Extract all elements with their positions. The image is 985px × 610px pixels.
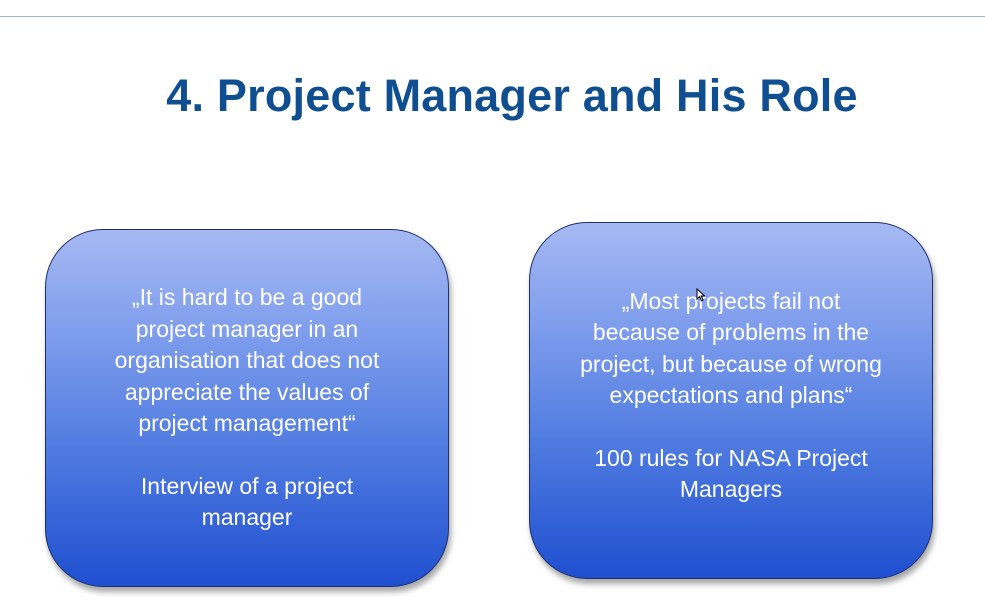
quote-box-left: „It is hard to be a good project manager… [45, 229, 449, 587]
mouse-pointer-icon [696, 288, 706, 302]
quote-source: 100 rules for NASA Project Managers [594, 444, 868, 503]
quote-text: „Most projects fail not because of probl… [580, 287, 882, 409]
quote-source: Interview of a project manager [140, 472, 354, 531]
quote-box-right: „Most projects fail not because of probl… [529, 222, 933, 579]
header-divider [0, 16, 985, 17]
slide-title: 4. Project Manager and His Role [166, 70, 858, 121]
quote-text: „It is hard to be a good project manager… [114, 284, 380, 437]
